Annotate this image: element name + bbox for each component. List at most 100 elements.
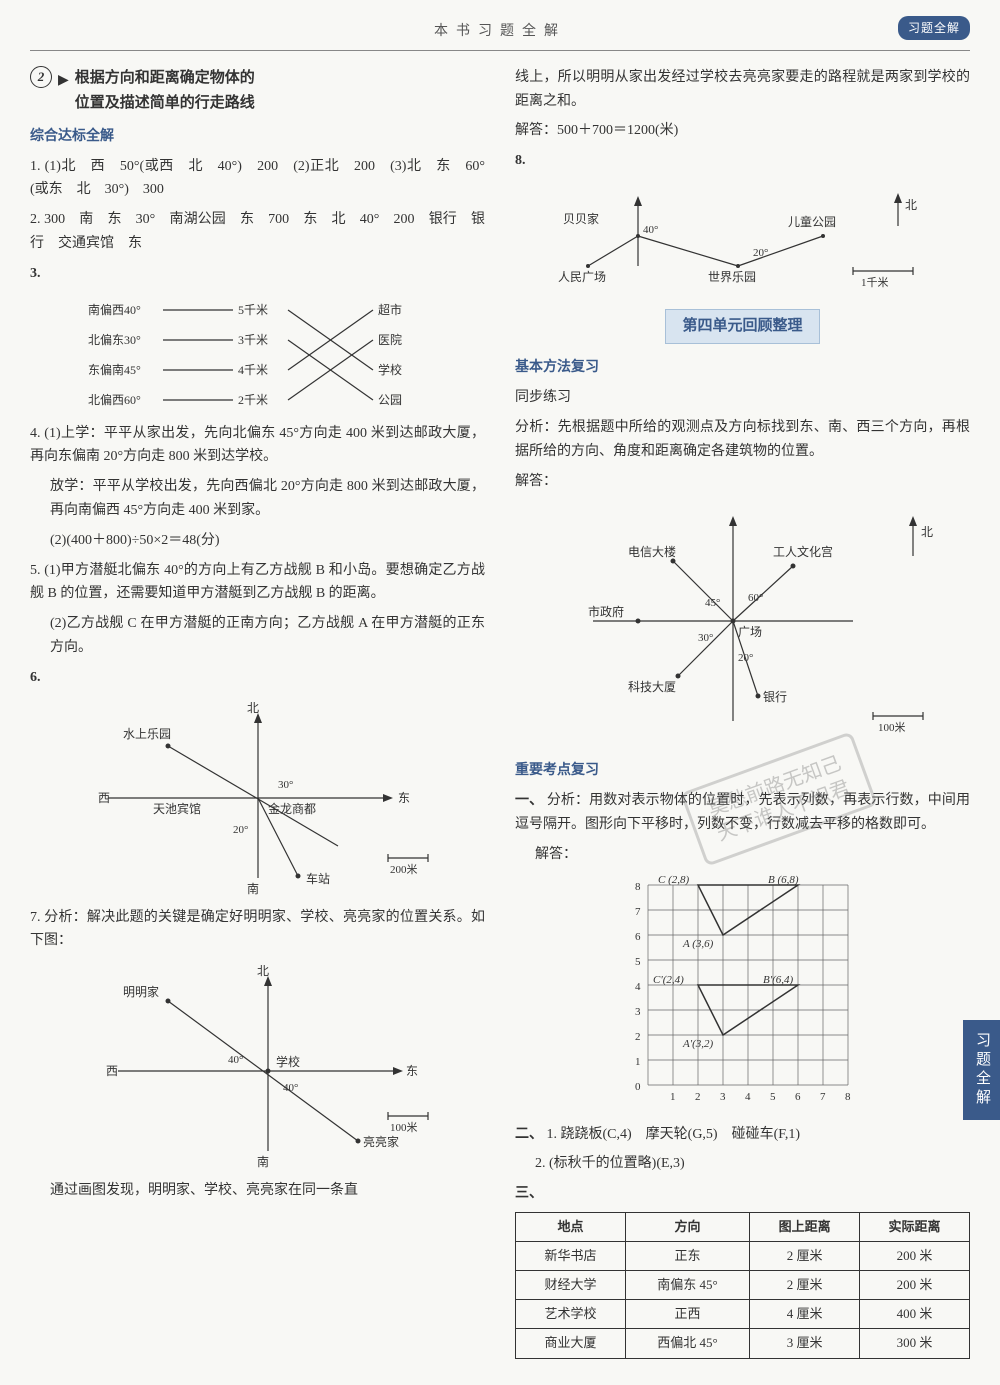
th-2: 图上距离 <box>750 1213 860 1242</box>
p1-answer-label: 解答： <box>515 843 970 867</box>
part2-1: 二、 1. 跷跷板(C,4) 摩天轮(G,5) 碰碰车(F,1) <box>515 1123 970 1147</box>
subheading-comprehensive: 综合达标全解 <box>30 125 485 149</box>
unit-4-heading: 第四单元回顾整理 <box>665 309 819 345</box>
q3-r2: 学校 <box>378 362 402 377</box>
q7-cont2: 解答：500＋700＝1200(米) <box>515 119 970 143</box>
svg-text:3: 3 <box>720 1091 726 1103</box>
p2-label: 二、 <box>515 1127 543 1142</box>
table-row: 艺术学校正西4 厘米400 米 <box>516 1300 970 1329</box>
table-cell: 200 米 <box>860 1242 970 1271</box>
svg-text:4: 4 <box>745 1091 751 1103</box>
left-column: 2 ▶ 根据方向和距离确定物体的 位置及描述简单的行走路线 综合达标全解 1. … <box>30 66 485 1365</box>
svg-text:北: 北 <box>921 525 933 539</box>
table-cell: 200 米 <box>860 1271 970 1300</box>
answer-q8: 8. 贝贝家 儿童公园 人民广场 世界乐园 40° 20° 北 <box>515 149 970 291</box>
svg-text:车站: 车站 <box>306 871 330 886</box>
q3-r3: 公园 <box>378 393 402 407</box>
svg-text:东: 东 <box>406 1064 418 1078</box>
table-cell: 3 厘米 <box>750 1329 860 1358</box>
svg-text:5: 5 <box>770 1091 776 1103</box>
q3-m3: 2千米 <box>238 393 268 407</box>
svg-text:亮亮家: 亮亮家 <box>363 1134 399 1149</box>
p1-analysis: 分析：用数对表示物体的位置时，先表示列数，再表示行数，中间用逗号隔开。图形向下平… <box>515 793 970 832</box>
table-cell: 300 米 <box>860 1329 970 1358</box>
q3-l3: 北偏西60° <box>88 392 141 407</box>
svg-text:南: 南 <box>246 881 258 896</box>
part1: 一、 分析：用数对表示物体的位置时，先表示列数，再表示行数，中间用逗号隔开。图形… <box>515 789 970 837</box>
table-cell: 商业大厦 <box>516 1329 626 1358</box>
part3: 三、 地点 方向 图上距离 实际距离 新华书店正东2 厘米200 米财经大学南偏… <box>515 1182 970 1358</box>
table-cell: 4 厘米 <box>750 1300 860 1329</box>
table-cell: 正东 <box>625 1242 749 1271</box>
svg-text:40°: 40° <box>283 1082 298 1094</box>
right-column: 线上，所以明明从家出发经过学校去亮亮家要走的路程就是两家到学校的距离之和。 解答… <box>515 66 970 1365</box>
svg-text:1千米: 1千米 <box>861 276 889 289</box>
svg-text:20°: 20° <box>738 652 753 664</box>
svg-text:6: 6 <box>795 1091 801 1103</box>
table-cell: 2 厘米 <box>750 1271 860 1300</box>
svg-text:广场: 广场 <box>738 625 762 639</box>
table-cell: 2 厘米 <box>750 1242 860 1271</box>
svg-text:学校: 学校 <box>276 1054 300 1069</box>
q6-num: 6. <box>30 670 41 685</box>
q7-compass-diagram: 北 南 西 东 明明家 学校 亮亮家 40° 40° 100米 <box>68 961 448 1171</box>
svg-text:2: 2 <box>695 1091 701 1103</box>
svg-text:1: 1 <box>670 1091 676 1103</box>
svg-text:人民广场: 人民广场 <box>558 270 606 284</box>
svg-text:电信大楼: 电信大楼 <box>628 544 676 559</box>
header-title: 本书习题全解 <box>434 24 566 39</box>
header-badge: 习题全解 <box>898 16 970 40</box>
th-3: 实际距离 <box>860 1213 970 1242</box>
side-tab: 习题全解 <box>963 1020 1000 1120</box>
q3-num: 3. <box>30 266 41 281</box>
answer-q7-end: 通过画图发现，明明家、学校、亮亮家在同一条直 <box>30 1179 485 1203</box>
svg-text:30°: 30° <box>698 632 713 644</box>
th-0: 地点 <box>516 1213 626 1242</box>
svg-text:40°: 40° <box>228 1054 243 1066</box>
svg-text:200米: 200米 <box>390 863 418 876</box>
section-arrow-icon: ▶ <box>58 69 69 93</box>
svg-text:20°: 20° <box>753 247 768 259</box>
section-2-title: 2 ▶ 根据方向和距离确定物体的 位置及描述简单的行走路线 <box>30 66 485 117</box>
answer-q1: 1. (1)北 西 50°(或西 北 40°) 200 (2)正北 200 (3… <box>30 155 485 203</box>
p1-label: 一、 <box>515 793 543 808</box>
answer-label-1: 解答： <box>515 470 970 494</box>
svg-text:3: 3 <box>635 1006 641 1018</box>
q7-cont1: 线上，所以明明从家出发经过学校去亮亮家要走的路程就是两家到学校的距离之和。 <box>515 66 970 114</box>
svg-text:北: 北 <box>246 701 258 715</box>
section-title-line2: 位置及描述简单的行走路线 <box>75 91 255 117</box>
table-row: 财经大学南偏东 45°2 厘米200 米 <box>516 1271 970 1300</box>
answer-q4-3: (2)(400＋800)÷50×2＝48(分) <box>30 529 485 553</box>
svg-text:60°: 60° <box>748 592 763 604</box>
svg-text:A (3,6): A (3,6) <box>682 938 714 950</box>
table-row: 新华书店正东2 厘米200 米 <box>516 1242 970 1271</box>
section-number: 2 <box>30 66 52 88</box>
svg-text:C (2,8): C (2,8) <box>658 875 690 886</box>
svg-text:西: 西 <box>106 1064 118 1078</box>
svg-text:明明家: 明明家 <box>123 984 159 999</box>
page-header: 本书习题全解 习题全解 <box>30 20 970 51</box>
answer-q7-intro: 7. 分析：解决此题的关键是确定好明明家、学校、亮亮家的位置关系。如下图： <box>30 906 485 954</box>
svg-text:天池宾馆: 天池宾馆 <box>153 801 201 816</box>
svg-text:100米: 100米 <box>878 721 906 734</box>
q3-l2: 东偏南45° <box>88 362 141 377</box>
svg-text:6: 6 <box>635 931 641 943</box>
svg-text:40°: 40° <box>643 224 658 236</box>
svg-text:市政府: 市政府 <box>588 604 624 619</box>
svg-text:银行: 银行 <box>763 690 787 704</box>
svg-text:金龙商都: 金龙商都 <box>268 801 316 816</box>
table-cell: 艺术学校 <box>516 1300 626 1329</box>
q3-l1: 北偏东30° <box>88 332 141 347</box>
q6-compass-diagram: 北 南 西 东 水上乐园 天池宾馆 金龙商都 车站 30° 20° 200米 <box>68 698 448 898</box>
svg-text:水上乐园: 水上乐园 <box>123 727 171 741</box>
q3-r0: 超市 <box>378 302 402 317</box>
q3-m1: 3千米 <box>238 333 268 347</box>
p3-label: 三、 <box>515 1186 543 1201</box>
table-cell: 南偏东 45° <box>625 1271 749 1300</box>
q3-r1: 医院 <box>378 333 402 347</box>
svg-text:7: 7 <box>820 1091 826 1103</box>
svg-text:1: 1 <box>635 1056 641 1068</box>
table-row: 商业大厦西偏北 45°3 厘米300 米 <box>516 1329 970 1358</box>
svg-text:C'(2,4): C'(2,4) <box>653 974 684 986</box>
answer-q6: 6. 北 南 西 东 水上乐园 天池宾馆 金龙商都 车站 30° 20° <box>30 666 485 898</box>
